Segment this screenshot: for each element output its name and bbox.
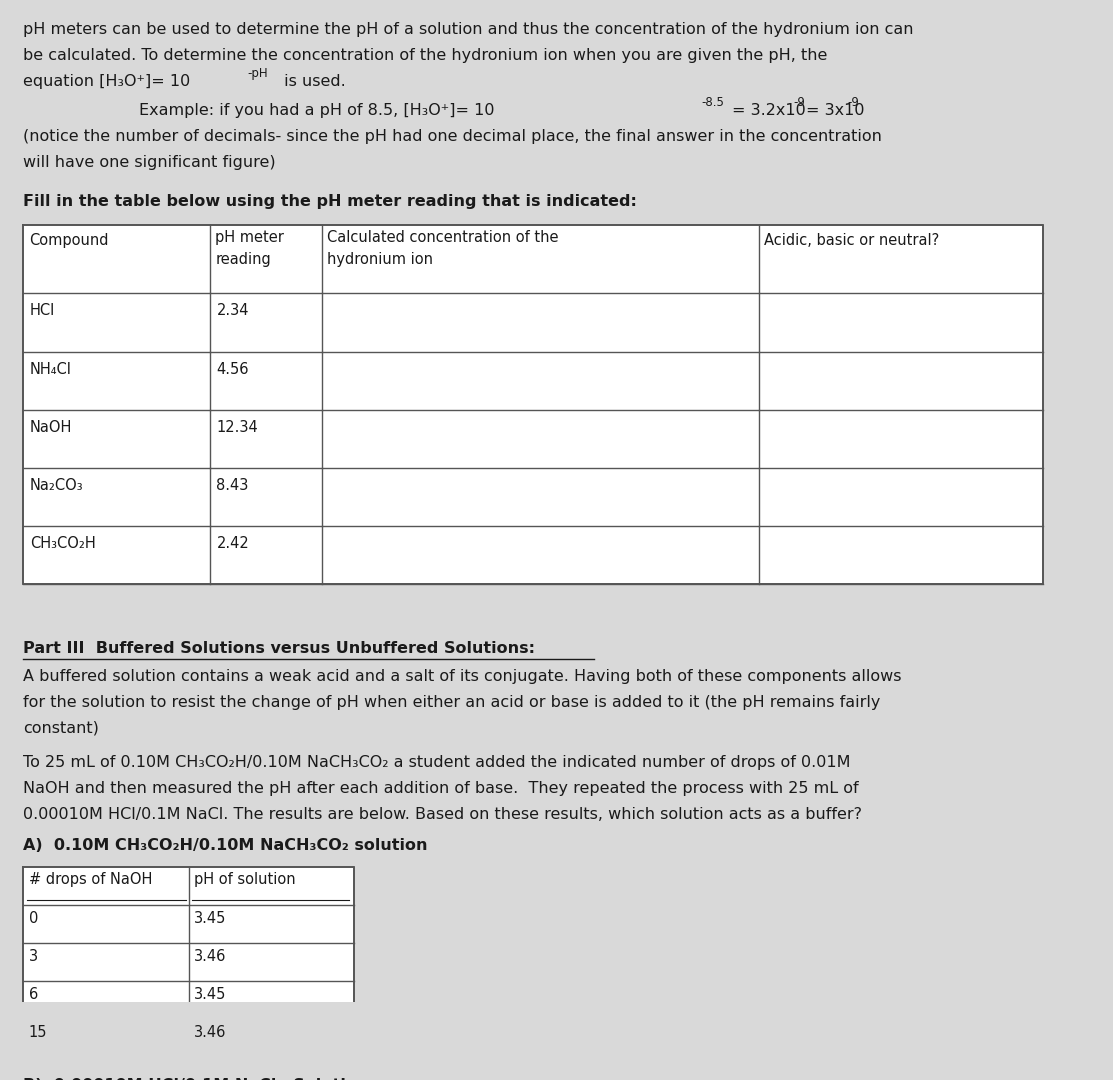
Text: hydronium ion: hydronium ion bbox=[327, 253, 433, 268]
Text: pH of solution: pH of solution bbox=[194, 872, 296, 887]
Text: NH₄Cl: NH₄Cl bbox=[30, 362, 71, 377]
Text: 8.43: 8.43 bbox=[216, 477, 249, 492]
Text: Part III  Buffered Solutions versus Unbuffered Solutions:: Part III Buffered Solutions versus Unbuf… bbox=[23, 642, 535, 657]
Text: pH meters can be used to determine the pH of a solution and thus the concentrati: pH meters can be used to determine the p… bbox=[23, 22, 914, 37]
Text: Example: if you had a pH of 8.5, [H₃O⁺]= 10: Example: if you had a pH of 8.5, [H₃O⁺]=… bbox=[139, 103, 494, 118]
Text: HCl: HCl bbox=[30, 303, 56, 319]
Text: 3.45: 3.45 bbox=[194, 987, 226, 1002]
Text: Compound: Compound bbox=[29, 233, 108, 248]
Text: 15: 15 bbox=[29, 1025, 47, 1040]
Text: NaOH and then measured the pH after each addition of base.  They repeated the pr: NaOH and then measured the pH after each… bbox=[23, 781, 859, 796]
Text: pH meter: pH meter bbox=[215, 230, 284, 245]
Text: -pH: -pH bbox=[247, 67, 268, 80]
Text: 3.45: 3.45 bbox=[194, 910, 226, 926]
FancyBboxPatch shape bbox=[23, 226, 1043, 584]
Text: (notice the number of decimals- since the pH had one decimal place, the final an: (notice the number of decimals- since th… bbox=[23, 129, 883, 144]
Text: be calculated. To determine the concentration of the hydronium ion when you are : be calculated. To determine the concentr… bbox=[23, 49, 828, 63]
Text: -9: -9 bbox=[847, 96, 859, 109]
Text: -8.5: -8.5 bbox=[701, 96, 725, 109]
Text: A buffered solution contains a weak acid and a salt of its conjugate. Having bot: A buffered solution contains a weak acid… bbox=[23, 669, 902, 684]
Text: 6: 6 bbox=[29, 987, 38, 1002]
Text: = 3x10: = 3x10 bbox=[806, 103, 865, 118]
Text: A)  0.10M CH₃CO₂H/0.10M NaCH₃CO₂ solution: A) 0.10M CH₃CO₂H/0.10M NaCH₃CO₂ solution bbox=[23, 838, 429, 853]
Text: To 25 mL of 0.10M CH₃CO₂H/0.10M NaCH₃CO₂ a student added the indicated number of: To 25 mL of 0.10M CH₃CO₂H/0.10M NaCH₃CO₂… bbox=[23, 755, 851, 770]
Text: Fill in the table below using the pH meter reading that is indicated:: Fill in the table below using the pH met… bbox=[23, 194, 638, 210]
Text: 0: 0 bbox=[29, 910, 38, 926]
Text: 0.00010M HCl/0.1M NaCl. The results are below. Based on these results, which sol: 0.00010M HCl/0.1M NaCl. The results are … bbox=[23, 807, 863, 822]
Text: Acidic, basic or neutral?: Acidic, basic or neutral? bbox=[765, 233, 939, 248]
Text: CH₃CO₂H: CH₃CO₂H bbox=[30, 536, 96, 551]
Text: Calculated concentration of the: Calculated concentration of the bbox=[327, 230, 559, 245]
FancyBboxPatch shape bbox=[23, 866, 354, 1057]
Text: # drops of NaOH: # drops of NaOH bbox=[29, 872, 152, 887]
Text: NaOH: NaOH bbox=[30, 420, 72, 434]
Text: constant): constant) bbox=[23, 720, 99, 735]
Text: = 3.2x10: = 3.2x10 bbox=[732, 103, 806, 118]
Text: equation [H₃O⁺]= 10: equation [H₃O⁺]= 10 bbox=[23, 75, 190, 90]
Text: reading: reading bbox=[215, 253, 272, 268]
Text: for the solution to resist the change of pH when either an acid or base is added: for the solution to resist the change of… bbox=[23, 694, 880, 710]
Text: is used.: is used. bbox=[279, 75, 346, 90]
Text: -9: -9 bbox=[794, 96, 805, 109]
Text: 2.34: 2.34 bbox=[216, 303, 249, 319]
Text: will have one significant figure): will have one significant figure) bbox=[23, 154, 276, 170]
Text: 3: 3 bbox=[29, 949, 38, 963]
Text: 3.46: 3.46 bbox=[194, 949, 226, 963]
Text: 2.42: 2.42 bbox=[216, 536, 249, 551]
Text: B)  0.00010M HCl/0.1M NaCl   Solution: B) 0.00010M HCl/0.1M NaCl Solution bbox=[23, 1078, 368, 1080]
Text: 3.46: 3.46 bbox=[194, 1025, 226, 1040]
Text: 12.34: 12.34 bbox=[216, 420, 258, 434]
Text: 4.56: 4.56 bbox=[216, 362, 249, 377]
Text: Na₂CO₃: Na₂CO₃ bbox=[30, 477, 83, 492]
